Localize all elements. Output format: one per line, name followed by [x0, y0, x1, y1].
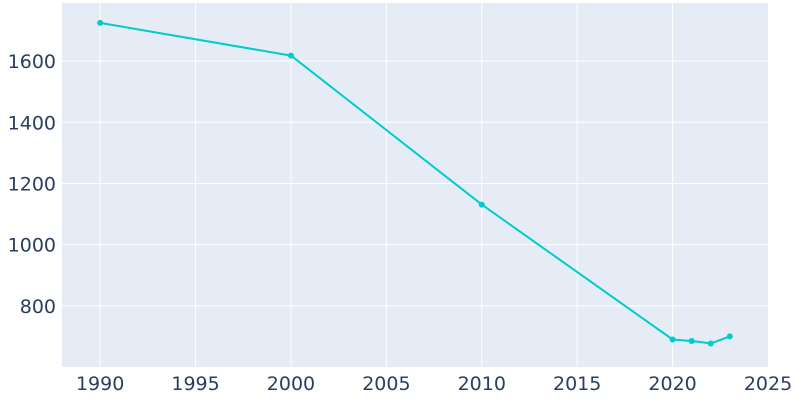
x-tick-label: 2005	[362, 373, 410, 395]
grid-lines	[62, 3, 768, 367]
data-point-2010[interactable]	[478, 201, 485, 208]
data-point-2000[interactable]	[287, 52, 294, 59]
x-axis: 1990 1995 2000 2005 2010 2015 2020 2025	[76, 373, 792, 395]
data-point-2023[interactable]	[726, 333, 733, 340]
y-tick-label: 1200	[8, 173, 56, 195]
series-layer	[97, 19, 733, 347]
x-tick-label: 2020	[648, 373, 696, 395]
x-tick-label: 2010	[458, 373, 506, 395]
y-tick-label: 800	[20, 296, 56, 318]
y-tick-label: 1400	[8, 112, 56, 134]
y-tick-label: 1000	[8, 235, 56, 257]
y-tick-label: 1600	[8, 51, 56, 73]
x-tick-label: 2025	[744, 373, 792, 395]
x-tick-label: 1995	[171, 373, 219, 395]
y-axis: 800 1000 1200 1400 1600	[8, 51, 56, 318]
x-tick-label: 2000	[267, 373, 315, 395]
data-point-1990[interactable]	[97, 19, 104, 26]
x-tick-label: 1990	[76, 373, 124, 395]
x-tick-label: 2015	[553, 373, 601, 395]
plot-area	[62, 3, 768, 367]
data-point-2020[interactable]	[669, 336, 676, 343]
data-point-2022[interactable]	[707, 340, 714, 347]
data-point-2021[interactable]	[688, 338, 695, 344]
